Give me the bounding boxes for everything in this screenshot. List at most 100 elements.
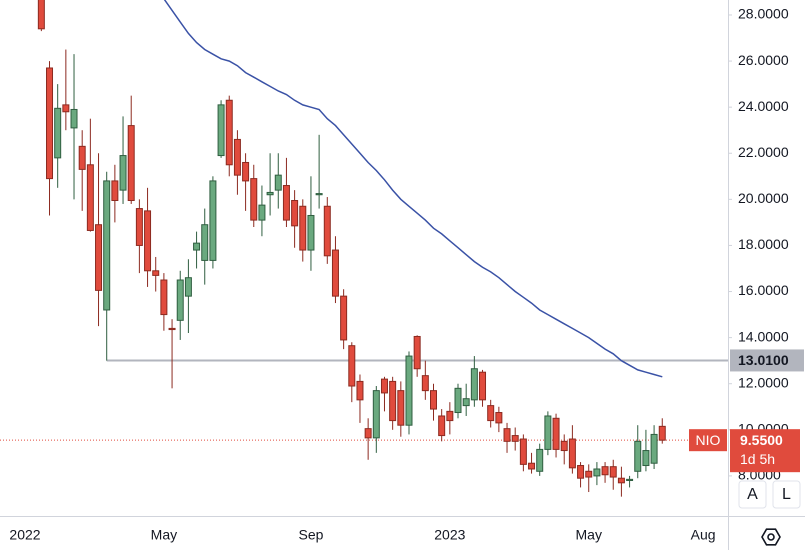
candle-body	[46, 67, 54, 180]
candle-body	[601, 466, 609, 476]
candle-body	[348, 345, 356, 387]
candle-body	[380, 378, 388, 394]
hline-label: 13.0100	[738, 352, 789, 368]
candle-body	[454, 387, 462, 414]
candle-body	[119, 155, 127, 191]
candle-body	[144, 210, 152, 272]
candle-body	[544, 415, 552, 450]
candle-body	[568, 438, 576, 469]
candle-body	[650, 433, 658, 464]
candle-body	[111, 180, 119, 202]
candle-body	[511, 435, 519, 442]
candle-body	[617, 477, 625, 484]
candle-body	[291, 200, 299, 227]
x-tick-label: Aug	[691, 527, 716, 543]
candle-body	[487, 405, 495, 422]
y-tick-label: 12.0000	[738, 374, 789, 390]
candle-body	[397, 390, 405, 426]
candle-body	[152, 270, 160, 276]
candle-body	[438, 415, 446, 437]
labels: 13.0100 NIO 9.5500 1d 5h	[689, 349, 804, 473]
y-tick-label: 28.0000	[738, 6, 789, 22]
candle-body	[307, 214, 315, 251]
candle-body	[217, 104, 225, 157]
candle-body	[135, 208, 143, 246]
candle-body	[364, 428, 372, 439]
x-tick-label: 2022	[9, 527, 40, 543]
candle-body	[626, 478, 634, 482]
x-tick-label: May	[576, 527, 602, 543]
candle-body	[340, 295, 348, 341]
button-label: A	[747, 486, 758, 503]
x-tick-label: 2023	[434, 527, 465, 543]
candle-body	[585, 470, 593, 478]
candle-body	[37, 0, 45, 30]
candle-body	[642, 450, 650, 467]
candle-body	[421, 375, 429, 392]
scale-button[interactable]: L	[772, 480, 801, 509]
candle-body	[462, 398, 470, 407]
y-tick-label: 18.0000	[738, 236, 789, 252]
candle-body	[274, 174, 282, 191]
candle-body	[103, 180, 111, 311]
price-label: 9.5500	[740, 432, 783, 448]
candle-body	[560, 440, 568, 452]
gear-hole	[767, 533, 775, 541]
candle-body	[176, 279, 184, 321]
candle-body	[184, 277, 192, 297]
candle-body	[193, 242, 201, 251]
candle-body	[201, 224, 209, 261]
candle-body	[634, 440, 642, 472]
candle-body	[70, 108, 78, 129]
y-tick-label: 14.0000	[738, 328, 789, 344]
candle-body	[323, 205, 331, 257]
candle-body	[658, 425, 666, 441]
candle-body	[577, 465, 585, 479]
candle-body	[266, 191, 274, 196]
candle-body	[242, 161, 250, 182]
candle-body	[127, 125, 135, 202]
candle-body	[495, 412, 503, 424]
candle-body	[233, 138, 241, 176]
y-tick-label: 26.0000	[738, 52, 789, 68]
scale-button[interactable]: A	[738, 480, 767, 509]
candle-body	[479, 371, 487, 401]
y-tick-label: 22.0000	[738, 144, 789, 160]
candle-body	[258, 204, 266, 221]
candle-body	[372, 390, 380, 439]
candle-body	[168, 327, 176, 331]
candle-body	[389, 380, 397, 422]
symbol-label: NIO	[696, 432, 721, 448]
candle-body	[331, 249, 339, 297]
candle-body	[78, 145, 86, 170]
candle-body	[95, 224, 103, 291]
candle-body	[209, 180, 217, 261]
hline-label-box	[730, 349, 804, 372]
settings-button[interactable]	[761, 528, 781, 546]
candle-body	[470, 368, 478, 401]
candle-body	[536, 448, 544, 472]
candle-body	[430, 390, 437, 410]
price-axis: 8.000010.000012.000014.000016.000018.000…	[728, 6, 789, 483]
candle-body	[413, 335, 421, 370]
candle-body	[609, 466, 617, 478]
y-tick-label: 20.0000	[738, 190, 789, 206]
candle-body	[54, 107, 62, 159]
candle-body	[519, 438, 527, 465]
price-label-box	[730, 429, 800, 473]
candle-body	[299, 205, 307, 251]
candle-body	[160, 279, 168, 316]
candle-body	[503, 428, 511, 442]
candle-body	[86, 164, 94, 231]
candle-body	[405, 355, 413, 426]
candle-body	[225, 99, 233, 166]
countdown-label: 1d 5h	[740, 451, 775, 467]
candle-body	[356, 380, 364, 401]
x-tick-label: May	[151, 527, 177, 543]
candle-body	[282, 185, 290, 221]
candle-body	[315, 193, 323, 196]
candle-body	[552, 417, 560, 450]
moving-average-line	[163, 0, 663, 378]
button-frame	[738, 480, 767, 509]
